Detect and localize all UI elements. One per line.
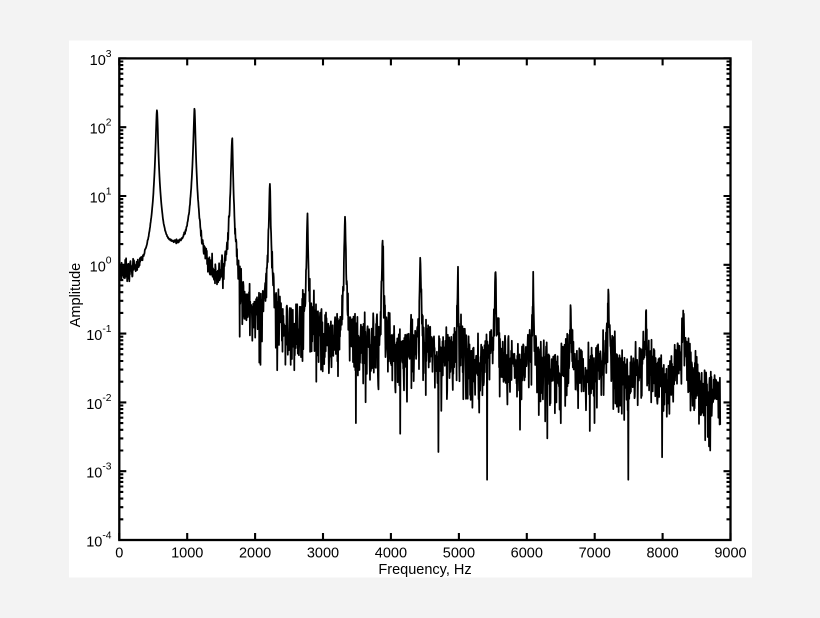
svg-text:6000: 6000	[511, 546, 543, 562]
svg-text:8000: 8000	[646, 546, 678, 562]
svg-text:2000: 2000	[239, 546, 271, 562]
svg-text:1000: 1000	[171, 546, 203, 562]
svg-text:4000: 4000	[375, 546, 407, 562]
svg-text:9000: 9000	[714, 546, 746, 562]
svg-text:Amplitude: Amplitude	[68, 263, 84, 327]
svg-text:0: 0	[115, 546, 123, 562]
svg-text:3000: 3000	[307, 546, 339, 562]
svg-text:Frequency, Hz: Frequency, Hz	[378, 562, 471, 578]
svg-text:5000: 5000	[443, 546, 475, 562]
svg-text:7000: 7000	[579, 546, 611, 562]
